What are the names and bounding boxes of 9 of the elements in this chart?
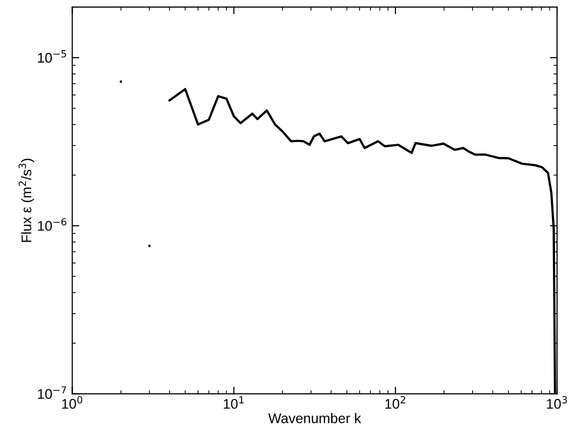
y-tick-label: 10$^{−7}$ bbox=[38, 386, 66, 399]
y-tick-label: 10$^{−5}$ bbox=[38, 50, 66, 63]
y-tick-label: 10$^{−6}$ bbox=[38, 218, 66, 231]
x-tick-label: 10$^{2}$ bbox=[385, 396, 406, 409]
x-tick-label: 10$^{1}$ bbox=[224, 396, 244, 409]
y-axis-title: Flux ε (m$^{2}$/s$^{3}$) bbox=[18, 158, 34, 242]
x-tick-label: 10$^{3}$ bbox=[547, 396, 567, 409]
x-tick-label: 10$^{0}$ bbox=[62, 396, 82, 409]
x-axis-title: Wavenumber k bbox=[268, 413, 362, 424]
